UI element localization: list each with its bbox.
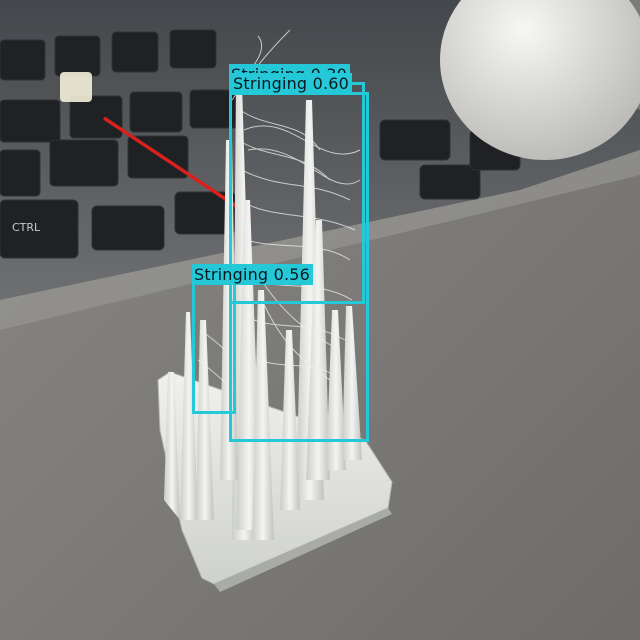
detection-label-2: Stringing 0.60 (231, 73, 353, 94)
stringing-wisps (197, 29, 361, 391)
lit-key (60, 72, 92, 102)
red-arrow (103, 116, 246, 214)
white-ball (440, 0, 640, 160)
detection-box-3 (192, 282, 236, 414)
key-label-ctrl: CTRL (12, 221, 41, 234)
detection-label-3: Stringing 0.56 (192, 264, 314, 285)
print-spikes (164, 84, 362, 540)
keyboard-keys (0, 29, 521, 259)
